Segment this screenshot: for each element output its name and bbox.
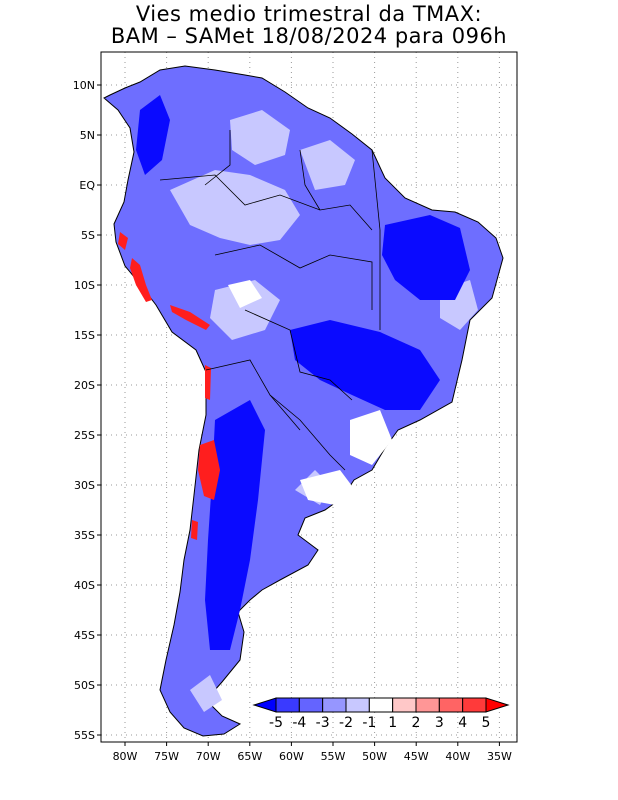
map-title-line-2: BAM – SAMet 18/08/2024 para 096h	[110, 24, 508, 48]
longitude-tick-label: 45W	[404, 750, 429, 763]
colorbar-box	[438, 697, 464, 713]
colorbar-label: 3	[435, 715, 444, 731]
colorbar-box	[275, 697, 300, 713]
latitude-tick-label: 40S	[74, 579, 95, 592]
latitude-tick-label: 5S	[81, 229, 95, 242]
strong-negative-bias-patches	[136, 95, 470, 650]
latitude-tick-label: 55S	[74, 729, 95, 742]
longitude-tick-label: 60W	[279, 750, 304, 763]
longitude-tick-label: 70W	[196, 750, 221, 763]
latitude-tick-label: 50S	[74, 679, 95, 692]
neutral-bias-patches	[228, 280, 392, 505]
colorbar-label: -4	[292, 715, 306, 731]
longitude-tick-label: 80W	[113, 750, 138, 763]
latitude-tick-label: 10N	[73, 79, 95, 92]
colorbar-box	[415, 697, 440, 713]
colorbar-box	[392, 697, 417, 713]
colorbar: -5 -4 -3 -2 -1 1 2 3 4 5	[252, 697, 510, 731]
latitude-tick-label: 15S	[74, 329, 95, 342]
positive-bias-patches	[118, 232, 220, 540]
longitude-tick-label: 40W	[445, 750, 470, 763]
colorbar-label: -3	[316, 715, 330, 731]
colorbar-high-arrow	[485, 697, 510, 713]
longitude-tick-label: 55W	[321, 750, 346, 763]
colorbar-label: 2	[412, 715, 421, 731]
latitude-tick-label: 45S	[74, 629, 95, 642]
longitude-tick-label: 50W	[362, 750, 387, 763]
longitude-tick-label: 75W	[154, 750, 179, 763]
latitude-tick-label: 10S	[74, 279, 95, 292]
colorbar-label: -1	[362, 715, 376, 731]
colorbar-label: 5	[482, 715, 491, 731]
latitude-tick-label: 5N	[80, 129, 95, 142]
colorbar-label: -2	[339, 715, 353, 731]
colorbar-box	[462, 697, 487, 713]
latitude-tick-label: EQ	[79, 179, 95, 192]
colorbar-box	[368, 697, 394, 713]
colorbar-label: 1	[388, 715, 397, 731]
longitude-tick-label: 35W	[487, 750, 512, 763]
longitude-tick-label: 65W	[237, 750, 262, 763]
country-borders	[159, 130, 381, 471]
colorbar-label: 4	[458, 715, 467, 731]
latitude-tick-label: 20S	[74, 379, 95, 392]
latitude-tick-label: 25S	[74, 429, 95, 442]
latitude-tick-label: 30S	[74, 479, 95, 492]
colorbar-box	[298, 697, 324, 713]
map-title-line-1: Vies medio trimestral da TMAX:	[135, 2, 483, 26]
latitude-tick-label: 35S	[74, 529, 95, 542]
colorbar-label: -5	[269, 715, 283, 731]
map-frame	[100, 51, 518, 743]
colorbar-box	[345, 697, 370, 713]
colorbar-box	[322, 697, 347, 713]
continent-layer	[103, 65, 504, 737]
latitude-tick-labels: 10N 5N EQ 5S 10S 15S 20S 25S 30S 35S 40S 45S 50S 55S	[73, 79, 101, 742]
longitude-tick-labels: 80W 75W 70W 65W 60W 55W 50W 45W 40W 35W	[113, 742, 512, 763]
